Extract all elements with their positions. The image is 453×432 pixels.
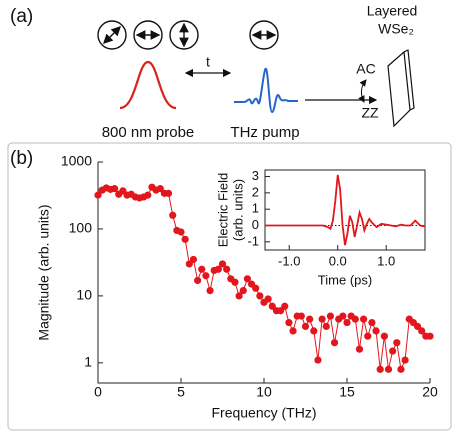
data-point [326,312,334,320]
data-point [355,345,364,353]
data-point [289,327,297,335]
sample [387,49,415,128]
data-point [206,286,214,295]
data-point [318,315,326,323]
data-point [339,312,347,320]
data-point [306,315,314,323]
panel-frame [7,142,452,431]
data-point [264,295,272,303]
x-tick-label: -1.0 [278,253,300,268]
y-tick-label: 10 [76,287,92,303]
data-point [389,347,397,355]
data-point [393,339,401,347]
polarization-icons [97,20,279,50]
probe-pulse [119,60,177,110]
data-line [97,186,430,372]
rotation-arrow [358,79,367,103]
data-point [310,327,318,335]
probe-label: 800 nm probe [102,124,195,141]
data-point [376,365,384,373]
x-tick-label: 1.0 [377,253,395,268]
data-point [214,265,222,273]
data-point [156,185,164,193]
data-point [189,255,198,264]
data-point [368,318,376,327]
data-point [384,365,393,373]
y-tick-label: 100 [69,220,93,236]
pump-pulse [234,67,298,114]
data-point [198,265,206,273]
y-tick-label: 0 [252,217,259,232]
data-point [351,315,359,323]
data-point [181,235,189,243]
data-point [360,315,368,323]
axis-label: AC [356,61,375,77]
data-point [235,292,243,300]
data-point [401,356,409,364]
data-point [231,278,239,286]
x-tick-label: 20 [422,384,438,400]
data-point [94,191,102,199]
data-point [239,286,247,295]
data-point [314,356,322,364]
data-point [202,272,210,280]
y-tick-label: 1 [84,354,92,370]
data-point [397,365,405,373]
y-axis-label: Electric Field [215,173,230,247]
sample-label: Layered [367,3,418,19]
data-line [265,174,426,246]
data-point [281,302,289,310]
y-tick-label: 2 [252,184,259,199]
y-tick-label: 3 [252,168,259,183]
x-axis-label: Frequency (THz) [211,405,316,421]
data-point [322,322,330,331]
x-tick-label: 0.0 [329,253,347,268]
y-tick-label: 1000 [61,153,92,169]
data-point [223,265,231,273]
pump-label: THz pump [230,124,299,141]
axis-label: ZZ [361,105,379,121]
data-point [194,276,202,285]
data-point [256,292,264,300]
sample-label: WSe₂ [378,21,414,37]
data-point [144,191,152,199]
y-tick-label: 1 [252,201,259,216]
x-tick-label: 15 [339,384,355,400]
data-point [343,318,351,327]
data-point [301,322,310,331]
data-point [297,312,305,320]
data-point [177,228,185,236]
data-point [372,327,380,335]
y-tick-label: -1 [247,233,259,248]
x-axis-label: Time (ps) [318,272,372,287]
data-point [252,284,260,292]
data-point [243,275,251,283]
data-point [169,211,177,219]
data-point [426,332,434,340]
data-point [330,339,339,347]
data-point [164,189,173,197]
data-point [285,318,293,327]
x-tick-label: 10 [256,384,272,400]
y-axis-label: Magnitude (arb. units) [36,204,52,340]
panel-label: (b) [10,148,33,169]
data-point [111,185,119,193]
data-point [364,332,372,340]
x-tick-label: 5 [177,384,185,400]
panel-label: (a) [10,6,33,27]
y-axis-label: (arb. units) [230,179,245,241]
plot-frame [264,169,426,251]
data-point [218,260,227,268]
delay-label: t [206,54,210,70]
x-tick-label: 0 [94,384,102,400]
data-point [418,327,426,335]
data-point [380,332,388,340]
